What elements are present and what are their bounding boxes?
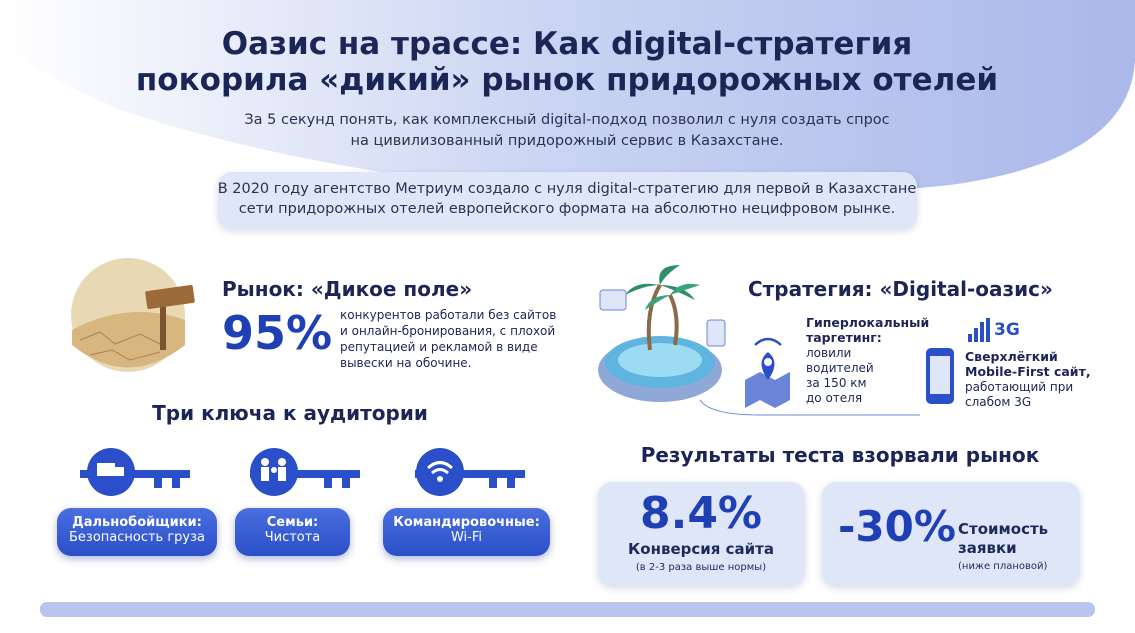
- key-label-detail: Чистота: [264, 530, 321, 545]
- mobile-title: Сверхлёгкий: [965, 349, 1058, 364]
- market-stat: 95%: [222, 306, 333, 360]
- result-value: -30%: [838, 502, 956, 551]
- result-value: 8.4%: [639, 488, 763, 539]
- intro-text: В 2020 году агентство Метриум создало с …: [217, 181, 917, 197]
- results-title: Результаты теста взорвали рынок: [640, 443, 1040, 467]
- key-label: Командировочные: Wi-Fi: [383, 508, 550, 556]
- key-label: Семьи: Чистота: [235, 508, 350, 556]
- targeting-title: Гиперлокальный: [806, 315, 930, 330]
- mobile-text: слабом 3G: [965, 395, 1032, 409]
- result-label: Стоимость: [958, 520, 1049, 538]
- result-card: [822, 482, 1080, 585]
- mobile-title: Mobile-First сайт,: [965, 364, 1091, 379]
- key-label-title: Дальнобойщики:: [72, 515, 202, 530]
- market-title: Рынок: «Дикое поле»: [222, 277, 473, 301]
- badge-3g: 3G: [994, 320, 1020, 340]
- market-text: вывески на обочине.: [340, 356, 472, 370]
- title: покорила «дикий» рынок придорожных отеле…: [135, 62, 999, 98]
- result-note: (ниже плановой): [958, 561, 1048, 572]
- key-label-detail: Wi-Fi: [450, 530, 482, 545]
- result-card: [598, 482, 805, 585]
- market-text: репутацией и рекламой в виде: [340, 340, 538, 354]
- targeting-text: ловили: [806, 346, 852, 360]
- targeting-text: за 150 км: [806, 376, 867, 390]
- result-label: заявки: [958, 539, 1017, 557]
- market-text: и онлайн-бронирования, с плохой: [340, 324, 556, 338]
- key-label-detail: Безопасность груза: [68, 530, 206, 545]
- subtitle: на цивилизованный придорожный сервис в К…: [350, 133, 784, 149]
- result-note: (в 2-3 раза выше нормы): [635, 562, 767, 573]
- intro-box: [218, 172, 917, 228]
- subtitle: За 5 секунд понять, как комплексный digi…: [244, 112, 890, 128]
- key-label-title: Командировочные:: [393, 515, 540, 530]
- strategy-title: Стратегия: «Digital-оазис»: [748, 277, 1053, 301]
- mobile-text: работающий при: [965, 380, 1074, 394]
- key-label: Дальнобойщики: Безопасность груза: [57, 508, 217, 556]
- targeting-text: водителей: [806, 361, 874, 375]
- result-label: Конверсия сайта: [628, 540, 774, 558]
- title: Оазис на трассе: Как digital-стратегия: [221, 26, 913, 62]
- keys-title: Три ключа к аудитории: [152, 401, 428, 425]
- targeting-text: до отеля: [806, 391, 863, 405]
- market-text: конкурентов работали без сайтов: [340, 308, 557, 322]
- targeting-title: таргетинг:: [806, 330, 882, 345]
- key-label-title: Семьи:: [266, 515, 319, 530]
- intro-text: сети придорожных отелей европейского фор…: [238, 201, 896, 217]
